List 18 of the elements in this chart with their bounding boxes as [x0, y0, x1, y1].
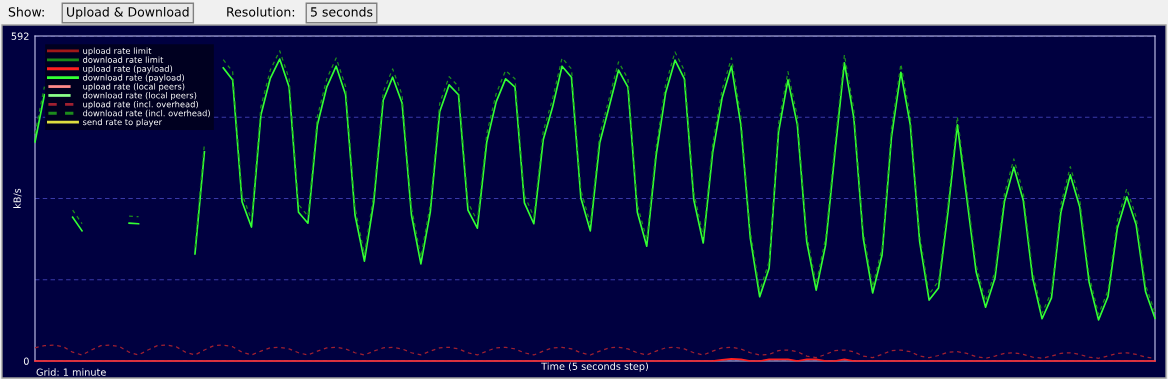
- y-axis-title: kB/s: [13, 188, 22, 208]
- legend-label: upload rate (incl. overhead): [83, 100, 198, 109]
- legend-label: download rate (local peers): [83, 92, 197, 101]
- legend-label: download rate (payload): [83, 74, 184, 83]
- text: Grid: 1 minute: [36, 368, 106, 376]
- legend-label: upload rate limit: [83, 47, 152, 56]
- legend-label: upload rate (payload): [83, 65, 173, 74]
- y-tick-label: 592: [11, 32, 29, 40]
- legend-label: send rate to player: [83, 118, 163, 127]
- text: 5 seconds: [310, 6, 373, 17]
- legend-label: download rate limit: [83, 56, 164, 63]
- text: Resolution:: [227, 6, 295, 17]
- legend-label: download rate (incl. overhead): [83, 109, 210, 118]
- x-axis-title: Time (5 seconds step): [541, 362, 648, 372]
- text: Upload & Download: [67, 6, 189, 20]
- legend-label: upload rate (local peers): [83, 83, 185, 92]
- text: Show:: [8, 6, 44, 17]
- y-tick-label: 0: [23, 357, 29, 365]
